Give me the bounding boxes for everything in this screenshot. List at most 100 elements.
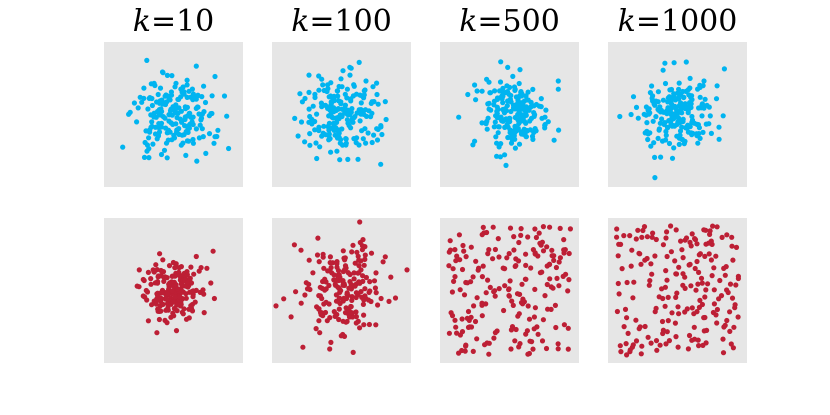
scatter-point	[624, 315, 630, 321]
scatter-point	[350, 242, 356, 248]
scatter-point	[689, 337, 695, 343]
scatter-point	[729, 295, 736, 301]
scatter-point	[672, 320, 679, 326]
scatter-point	[147, 127, 153, 133]
scatter-point	[647, 110, 653, 116]
scatter-point	[711, 301, 718, 307]
scatter-point	[708, 257, 715, 263]
scatter-point	[326, 282, 332, 289]
scatter-point	[663, 132, 669, 138]
scatter-point	[711, 287, 717, 293]
scatter-point	[516, 141, 523, 147]
scatter-point	[196, 135, 202, 141]
scatter-point	[169, 73, 175, 79]
scatter-point	[339, 113, 345, 120]
scatter-point	[663, 268, 669, 274]
scatter-point	[485, 277, 491, 283]
scatter-point	[525, 97, 531, 103]
scatter-point	[680, 255, 686, 261]
scatter-point	[357, 325, 363, 331]
scatter-point	[659, 138, 666, 144]
scatter-point	[169, 273, 176, 279]
scatter-point	[146, 155, 152, 161]
scatter-point	[700, 83, 706, 89]
scatter-point	[201, 310, 207, 316]
scatter-point	[348, 98, 354, 104]
scatter-point	[555, 341, 561, 347]
scatter-point	[160, 257, 166, 263]
scatter-point	[316, 73, 322, 79]
scatter-point	[154, 330, 160, 336]
scatter-point	[665, 125, 671, 131]
scatter-point	[189, 288, 195, 295]
scatter-point	[338, 101, 344, 107]
scatter-point	[508, 327, 514, 333]
scatter-point	[703, 287, 709, 293]
scatter-point	[319, 133, 325, 139]
scatter-point	[333, 277, 339, 283]
scatter-point	[531, 113, 537, 119]
scatter-point	[471, 303, 477, 309]
scatter-point	[214, 133, 220, 140]
scatter-point	[669, 155, 676, 161]
scatter-point	[615, 280, 621, 287]
scatter-point	[459, 266, 466, 273]
scatter-point	[509, 298, 515, 304]
scatter-point	[157, 251, 163, 257]
scatter-point	[520, 296, 526, 302]
scatter-point	[538, 96, 544, 102]
scatter-point	[312, 127, 318, 133]
scatter-point	[352, 260, 358, 266]
scatter-point	[696, 125, 703, 131]
scatter-point	[519, 281, 525, 287]
scatter-point	[483, 290, 489, 296]
scatter-point	[373, 270, 379, 276]
scatter-point	[556, 283, 562, 289]
scatter-point	[454, 253, 460, 259]
scatter-point	[153, 301, 159, 307]
scatter-point	[314, 252, 321, 258]
scatter-point	[639, 234, 645, 240]
scatter-point	[474, 88, 480, 94]
scatter-point	[517, 93, 523, 99]
scatter-point	[321, 123, 327, 129]
scatter-point	[493, 113, 499, 119]
scatter-point	[144, 289, 151, 295]
scatter-point	[491, 98, 497, 104]
scatter-point	[346, 285, 352, 291]
scatter-point	[168, 89, 174, 95]
scatter-point	[307, 113, 313, 120]
scatter-point	[368, 250, 375, 256]
scatter-point	[188, 264, 194, 270]
scatter-point	[371, 132, 377, 138]
scatter-point	[150, 141, 156, 147]
scatter-point	[192, 299, 198, 305]
scatter-point	[187, 110, 193, 116]
scatter-point	[316, 124, 322, 130]
scatter-point	[652, 102, 658, 108]
scatter-point	[180, 84, 186, 90]
scatter-point	[695, 86, 701, 92]
scatter-point	[379, 131, 385, 138]
scatter-point	[141, 85, 147, 91]
scatter-point	[310, 270, 316, 276]
scatter-point	[360, 136, 366, 142]
scatter-point	[655, 99, 661, 105]
scatter-point	[480, 263, 486, 269]
scatter-point	[487, 90, 493, 96]
scatter-point	[700, 129, 706, 135]
scatter-point	[159, 290, 165, 296]
scatter-point	[461, 292, 468, 298]
scatter-point	[349, 117, 355, 123]
scatter-point	[697, 297, 703, 303]
scatter-point	[677, 128, 684, 134]
scatter-point	[690, 130, 696, 136]
scatter-point	[450, 266, 456, 272]
scatter-point	[173, 121, 179, 127]
scatter-point	[684, 125, 690, 131]
scatter-point	[617, 113, 623, 120]
scatter-point	[566, 250, 572, 257]
scatter-point	[175, 110, 181, 116]
scatter-point	[501, 307, 507, 314]
scatter-point	[638, 261, 644, 267]
